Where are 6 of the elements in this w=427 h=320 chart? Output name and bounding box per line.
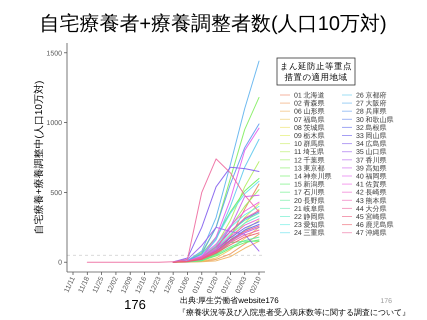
- y-axis-title: 自宅療養+療養調整中(人口10万対): [33, 80, 45, 234]
- source-note: 出典:厚生労働省website176: [180, 296, 280, 305]
- legend-title: まん延防止等重点措置の適用地域: [280, 61, 352, 82]
- text: 『療養状況等及び入院患者受入病床数等に関する調査について』: [178, 308, 410, 317]
- text: 176: [124, 297, 146, 312]
- chart-title: 自宅療養者+療養調整者数(人口10万対): [39, 12, 387, 35]
